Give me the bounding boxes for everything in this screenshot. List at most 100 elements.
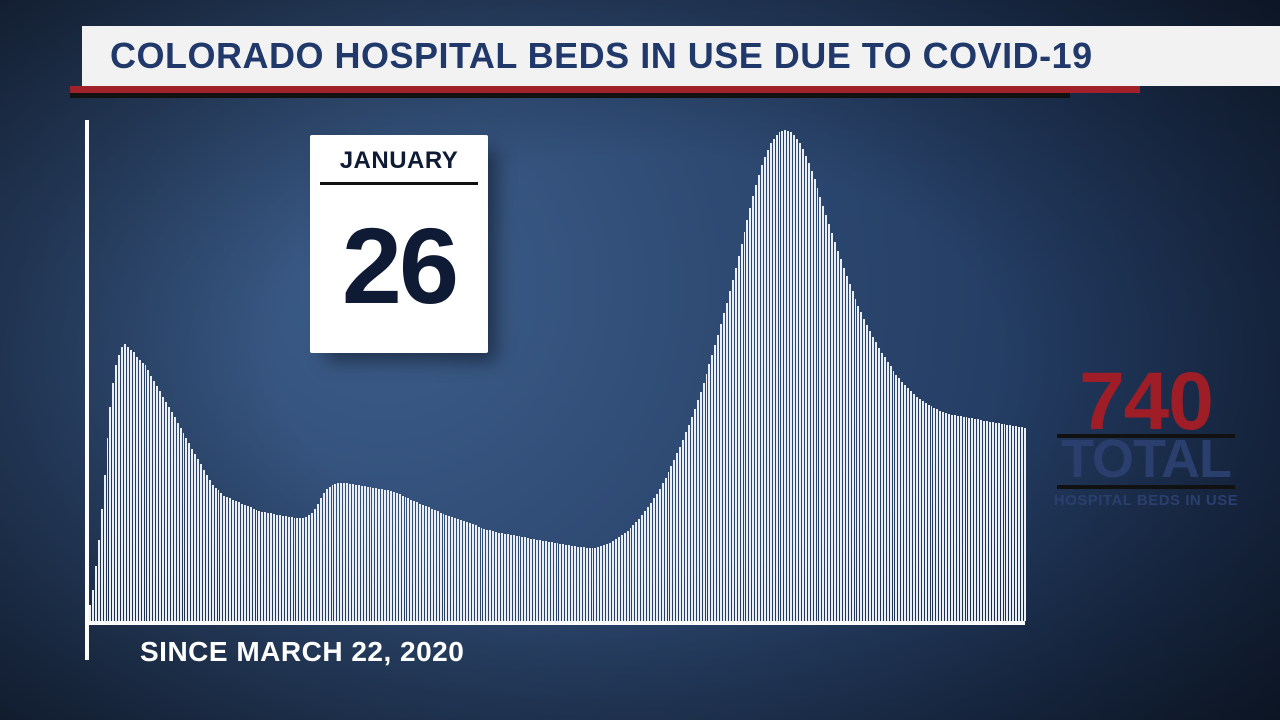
chart-bar <box>884 357 886 621</box>
chart-bar <box>127 347 129 621</box>
chart-bar <box>621 535 623 621</box>
chart-bar <box>711 355 713 621</box>
chart-bar <box>174 417 176 621</box>
chart-x-label: SINCE MARCH 22, 2020 <box>140 636 464 668</box>
chart-bar <box>580 547 582 621</box>
chart-bar <box>1006 425 1008 621</box>
chart-bar <box>647 507 649 621</box>
chart-bar <box>913 394 915 621</box>
chart-bar <box>507 534 509 621</box>
chart-bar <box>413 501 415 621</box>
chart-bar <box>367 487 369 621</box>
chart-bar <box>220 493 222 621</box>
chart-bar <box>688 425 690 621</box>
chart-bar <box>384 490 386 621</box>
chart-bar <box>986 421 988 621</box>
chart-bar <box>299 518 301 621</box>
chart-bar <box>521 537 523 621</box>
chart-bar <box>691 417 693 621</box>
chart-bar <box>381 489 383 621</box>
chart-bar <box>440 513 442 621</box>
chart-bar <box>410 500 412 621</box>
chart-bar <box>329 487 331 621</box>
chart-bar <box>539 540 541 621</box>
chart-bar <box>574 546 576 621</box>
chart-bar <box>235 501 237 621</box>
chart-bar <box>828 224 830 621</box>
chart-bar <box>966 417 968 621</box>
chart-bar <box>650 503 652 621</box>
chart-bar <box>326 489 328 621</box>
chart-bar <box>358 485 360 621</box>
chart-bar <box>603 545 605 621</box>
chart-bar <box>308 515 310 621</box>
chart-bar <box>796 139 798 621</box>
chart-bar <box>317 504 319 621</box>
chart-bar <box>437 511 439 621</box>
chart-bar <box>968 418 970 621</box>
chart-bar <box>188 443 190 621</box>
chart-bar <box>822 206 824 621</box>
chart-bar <box>817 188 819 621</box>
chart-bar <box>200 464 202 621</box>
chart-bar <box>542 541 544 621</box>
chart-bar <box>784 130 786 621</box>
chart-bar <box>723 313 725 621</box>
chart-bar <box>258 511 260 621</box>
chart-bar <box>928 405 930 621</box>
chart-bar <box>98 540 100 621</box>
chart-bar <box>919 399 921 621</box>
chart-bar <box>799 143 801 621</box>
chart-bar <box>939 411 941 621</box>
chart-bar <box>872 337 874 621</box>
chart-bar <box>916 397 918 622</box>
chart-bar <box>878 348 880 621</box>
chart-bar <box>717 335 719 621</box>
chart-bar <box>247 506 249 621</box>
chart-bar <box>109 407 111 621</box>
chart-bar <box>194 454 196 621</box>
chart-bar <box>656 494 658 621</box>
chart-bar <box>454 518 456 621</box>
chart-bar <box>635 522 637 621</box>
chart-bar <box>504 534 506 621</box>
chart-bar <box>378 489 380 621</box>
chart-bar <box>264 512 266 621</box>
chart-bar <box>238 502 240 621</box>
chart-bar <box>402 496 404 621</box>
chart-bar <box>749 208 751 622</box>
chart-bar <box>101 509 103 621</box>
chart-bar <box>834 242 836 621</box>
chart-bar <box>390 491 392 621</box>
chart-bar <box>340 483 342 621</box>
date-callout: JANUARY 26 <box>310 135 488 353</box>
chart-bar <box>107 438 109 621</box>
chart-bar <box>150 376 152 621</box>
chart-bar <box>425 506 427 621</box>
chart-bar <box>545 541 547 621</box>
chart-bar <box>659 489 661 621</box>
chart-bar <box>145 365 147 621</box>
chart-bar <box>270 513 272 621</box>
chart-bar <box>232 500 234 621</box>
chart-bar <box>431 509 433 621</box>
chart-bar <box>372 488 374 621</box>
chart-bar <box>302 518 304 621</box>
chart-bar <box>922 401 924 621</box>
chart-bar <box>685 432 687 621</box>
chart-bar <box>472 524 474 621</box>
chart-bar <box>837 251 839 621</box>
chart-bar <box>583 547 585 621</box>
chart-bar <box>933 408 935 621</box>
chart-bar <box>168 407 170 621</box>
chart-bar <box>156 386 158 621</box>
chart-bar <box>501 533 503 621</box>
chart-bar <box>136 357 138 621</box>
title-text: COLORADO HOSPITAL BEDS IN USE DUE TO COV… <box>110 35 1093 77</box>
chart-bar <box>355 485 357 621</box>
chart-bar <box>819 197 821 621</box>
chart-bar <box>279 515 281 621</box>
chart-bar <box>700 392 702 621</box>
chart-bar <box>314 509 316 621</box>
chart-bar <box>881 353 883 621</box>
